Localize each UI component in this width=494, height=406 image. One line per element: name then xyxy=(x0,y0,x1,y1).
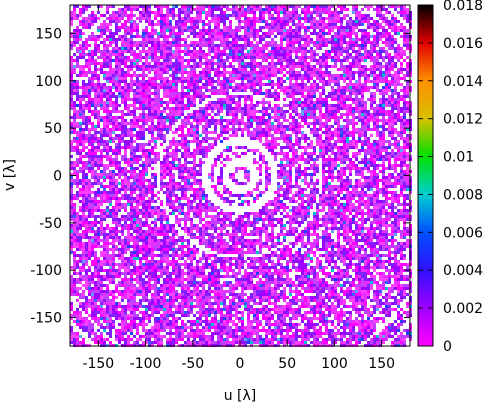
y-axis: -150 -100 -50 0 50 100 150 xyxy=(30,26,410,327)
x-tick-label: -150 xyxy=(82,356,114,372)
heatmap-cell-group xyxy=(70,5,412,347)
y-tick-label: 100 xyxy=(35,74,62,90)
y-tick-label: 50 xyxy=(44,121,62,137)
colorbar-tick-label: 0.016 xyxy=(443,36,483,52)
heatmap-cell-group xyxy=(70,5,412,347)
colorbar-tick-label: 0.004 xyxy=(443,263,483,279)
heatmap-cell-group xyxy=(70,5,412,347)
x-tick-label: -100 xyxy=(130,356,162,372)
y-tick-label: -150 xyxy=(30,311,62,327)
y-tick-label: 150 xyxy=(35,26,62,42)
colorbar-tick-label: 0 xyxy=(443,339,452,355)
colorbar-tick-label: 0.014 xyxy=(443,74,483,90)
heatmap-cell-group xyxy=(70,5,412,347)
colorbar-tick-label: 0.002 xyxy=(443,301,483,317)
y-tick-label: 0 xyxy=(53,169,62,185)
colorbar-tick-label: 0.012 xyxy=(443,112,483,128)
x-axis: -150 -100 -50 0 50 100 150 xyxy=(82,5,395,372)
x-tick-label: 100 xyxy=(321,356,348,372)
heatmap-cell-group xyxy=(70,5,412,347)
y-axis-label: v [λ] xyxy=(2,159,18,191)
x-tick-label: 50 xyxy=(278,356,296,372)
colorbar-ticks: 0 0.002 0.004 0.006 0.008 0.01 0.012 0.014 0.016… xyxy=(418,0,483,355)
y-tick-label: -50 xyxy=(39,216,62,232)
colorbar-tick-label: 0.018 xyxy=(443,0,483,14)
x-tick-label: 150 xyxy=(368,356,395,372)
y-tick-label: -100 xyxy=(30,263,62,279)
colorbar-tick-label: 0.008 xyxy=(443,187,483,203)
x-axis-label: u [λ] xyxy=(224,388,257,404)
colorbar-tick-label: 0.01 xyxy=(443,150,474,166)
heatmap-cells xyxy=(70,5,412,347)
x-tick-label: 0 xyxy=(236,356,245,372)
x-tick-label: -50 xyxy=(181,356,204,372)
colorbar xyxy=(417,4,434,347)
colorbar-tick-label: 0.006 xyxy=(443,225,483,241)
